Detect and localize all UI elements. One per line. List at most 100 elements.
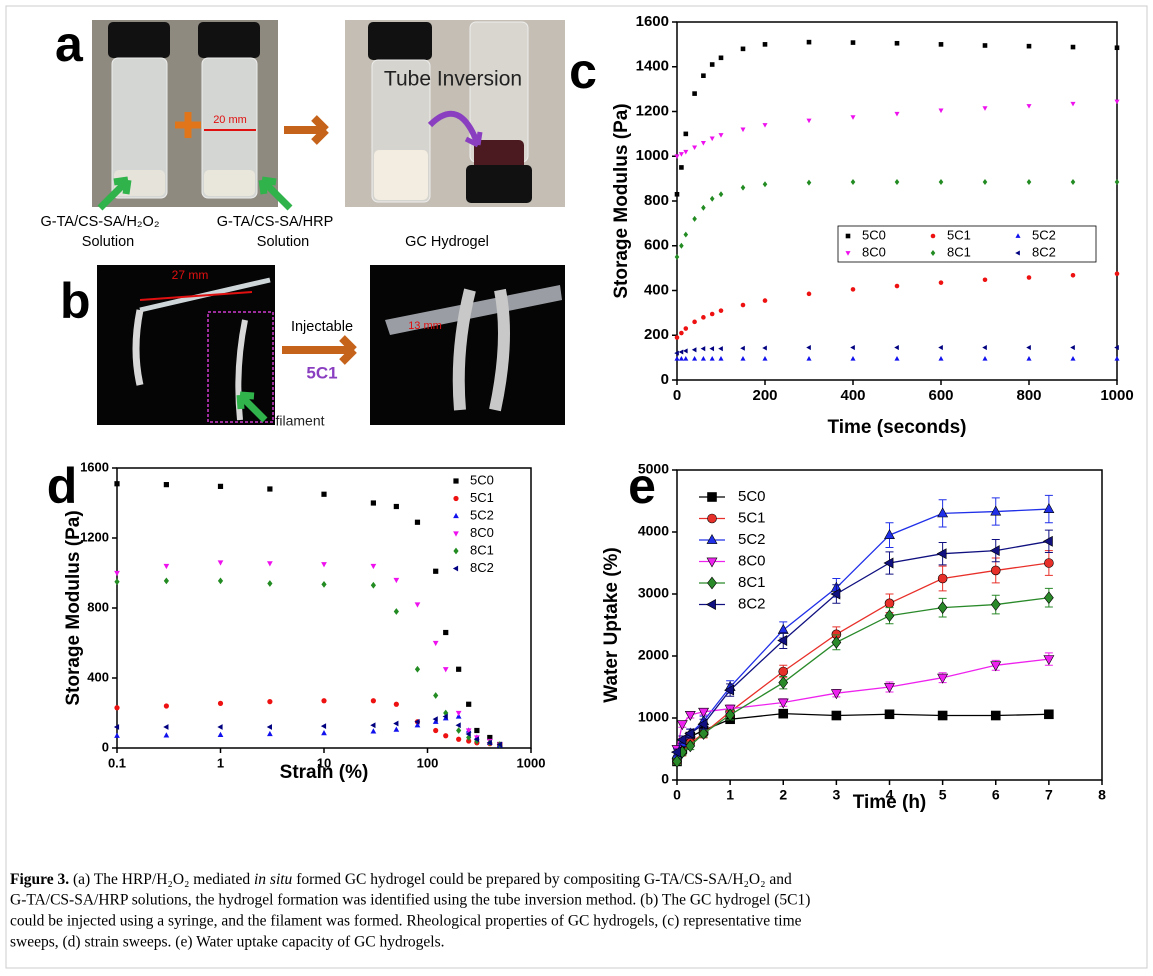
marker <box>777 635 788 646</box>
marker <box>266 724 272 730</box>
marker <box>370 581 376 589</box>
marker <box>1044 558 1054 568</box>
marker <box>700 346 706 352</box>
marker <box>884 709 895 720</box>
marker <box>486 739 492 746</box>
x-axis-title: Time (seconds) <box>827 417 966 438</box>
marker <box>163 563 170 570</box>
caption-text: (a) The HRP/H₂O₂ mediated <box>69 871 254 888</box>
photo-annotation: Tube Inversion <box>384 68 522 91</box>
y-tick-label: 0 <box>102 739 109 754</box>
marker <box>674 253 680 260</box>
legend-label: 5C1 <box>738 509 766 526</box>
marker <box>718 346 723 352</box>
y-tick-label: 0 <box>661 371 669 388</box>
x-tick-label: 1 <box>217 755 224 770</box>
marker <box>432 640 439 647</box>
marker <box>163 482 169 488</box>
legend-marker <box>452 565 459 572</box>
legend-marker <box>453 478 459 484</box>
marker <box>432 716 438 722</box>
sample-label: G-TA/CS-SA/H₂O₂ <box>41 214 160 230</box>
marker <box>114 570 120 577</box>
marker <box>684 710 696 721</box>
marker <box>884 683 895 694</box>
y-tick-label: 400 <box>87 669 109 684</box>
marker <box>217 560 224 566</box>
marker <box>989 545 1000 557</box>
marker <box>443 629 449 636</box>
legend-label: 5C0 <box>862 227 886 242</box>
marker <box>982 355 988 361</box>
marker <box>806 179 812 186</box>
x-tick-label: 200 <box>752 387 777 404</box>
marker <box>778 666 789 677</box>
marker <box>496 741 502 748</box>
legend-label: 8C0 <box>470 525 494 540</box>
marker <box>740 355 746 361</box>
marker <box>1070 345 1075 351</box>
marker <box>938 345 943 351</box>
marker <box>709 355 715 361</box>
marker <box>938 355 944 361</box>
marker <box>443 733 449 739</box>
sample-name: 5C1 <box>306 363 337 382</box>
marker <box>709 62 715 67</box>
marker <box>456 736 462 742</box>
legend-label: 8C0 <box>862 244 886 259</box>
marker <box>674 191 680 197</box>
marker <box>672 755 682 768</box>
marker <box>850 40 856 45</box>
marker <box>393 726 400 732</box>
marker <box>982 43 988 48</box>
legend-label: 5C2 <box>470 507 494 522</box>
legend-label: 5C0 <box>738 488 766 505</box>
marker <box>442 667 449 673</box>
marker <box>370 698 376 704</box>
x-axis-title: Strain (%) <box>280 762 369 783</box>
marker <box>466 701 472 707</box>
green-arrow <box>97 176 132 211</box>
marker <box>718 191 724 198</box>
x-tick-label: 10 <box>317 755 331 770</box>
sample-label: GC Hydrogel <box>405 234 489 250</box>
marker <box>670 746 681 758</box>
marker <box>321 698 327 704</box>
marker <box>678 349 684 355</box>
marker <box>884 598 895 609</box>
photo-annotation: filament <box>275 413 324 429</box>
marker <box>762 355 768 361</box>
panel-label: c <box>569 43 597 99</box>
marker <box>393 503 399 510</box>
x-tick-label: 1 <box>726 787 734 803</box>
marker <box>724 684 735 696</box>
marker <box>990 598 1001 611</box>
marker <box>806 39 812 45</box>
marker <box>676 734 687 746</box>
legend-marker <box>1015 233 1021 238</box>
marker <box>894 111 900 117</box>
process-arrow <box>282 335 357 365</box>
y-tick-label: 1600 <box>80 459 109 474</box>
marker <box>465 731 471 737</box>
legend-marker <box>705 599 716 610</box>
marker <box>114 578 120 586</box>
marker <box>709 346 715 352</box>
marker <box>1026 104 1032 109</box>
marker <box>701 73 706 78</box>
marker <box>698 707 710 718</box>
marker <box>806 355 812 361</box>
y-tick-label: 1000 <box>636 147 669 164</box>
x-tick-label: 3 <box>832 787 840 803</box>
series-line <box>676 597 1049 762</box>
marker <box>740 46 746 52</box>
marker <box>473 736 479 743</box>
marker <box>1043 591 1054 605</box>
legend-label: 8C1 <box>470 542 494 557</box>
x-tick-label: 0 <box>673 387 681 404</box>
marker <box>936 548 947 560</box>
measure-label: 13 mm <box>408 320 442 332</box>
panel-label: b <box>60 273 91 329</box>
marker <box>432 718 439 724</box>
